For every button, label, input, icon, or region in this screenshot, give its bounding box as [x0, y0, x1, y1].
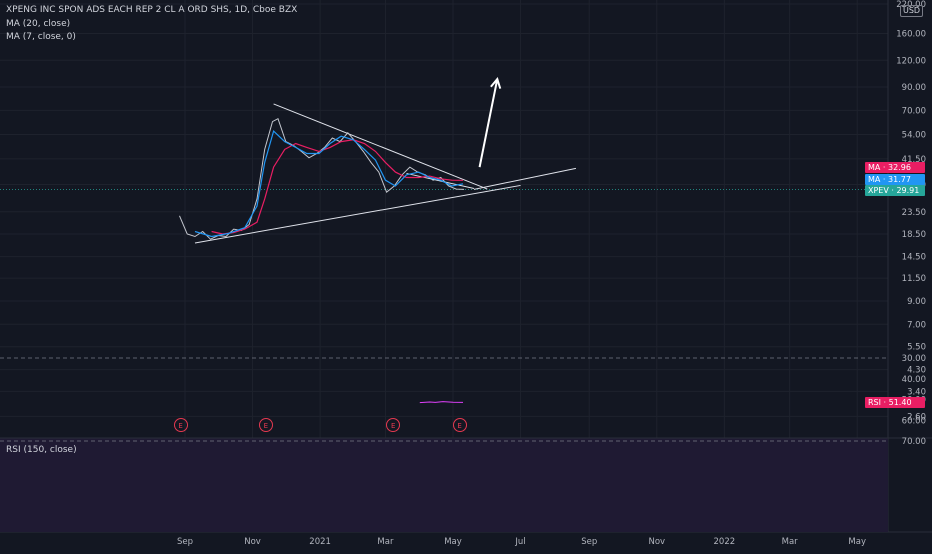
x-tick-label: Mar [377, 537, 394, 547]
y-tick-label: 160.00 [896, 30, 926, 40]
rsi-value-tag: RSI · 51.40 [865, 397, 925, 409]
y-tick-label: 90.00 [902, 83, 926, 93]
trendline[interactable] [273, 103, 488, 190]
earnings-marker[interactable]: E [452, 418, 467, 432]
y-tick-label: 9.00 [907, 297, 926, 307]
rsi-tick-label: 70.00 [902, 437, 926, 447]
x-tick-label: May [848, 537, 866, 547]
rsi-background [0, 438, 888, 532]
chart-title: XPENG INC SPON ADS EACH REP 2 CL A ORD S… [6, 5, 298, 15]
rsi-tick-label: 60.00 [902, 416, 926, 426]
arrow-head[interactable] [490, 77, 502, 89]
ma20-line [211, 139, 464, 235]
y-tick-label: 18.50 [902, 230, 926, 240]
rsi-tick-label: 40.00 [902, 375, 926, 385]
arrow-line[interactable] [478, 78, 499, 168]
y-tick-label: 54.00 [902, 130, 926, 140]
x-tick-label: Mar [782, 537, 799, 547]
rsi-tick-label: 30.00 [902, 354, 926, 364]
trendline[interactable] [406, 172, 475, 189]
y-tick-label: 14.50 [902, 253, 926, 263]
earnings-marker[interactable]: E [258, 418, 273, 432]
ma7-value-tag: MA · 31.77 [865, 174, 925, 185]
earnings-marker[interactable]: E [173, 418, 188, 432]
ma20-value-tag: MA · 32.96 [865, 162, 925, 173]
y-tick-label: 23.50 [902, 208, 926, 218]
currency-badge[interactable]: USD [900, 5, 924, 17]
ma7-legend[interactable]: MA (7, close, 0) [6, 32, 76, 42]
earnings-marker[interactable]: E [386, 418, 401, 432]
x-tick-label: 2021 [309, 537, 331, 547]
x-tick-label: May [444, 537, 462, 547]
y-tick-label: 220.00 [896, 0, 926, 10]
x-tick-label: Sep [581, 537, 597, 547]
price-line [179, 117, 465, 240]
x-tick-label: Nov [244, 537, 261, 547]
ma7-line [194, 129, 464, 238]
rsi-legend[interactable]: RSI (150, close) [6, 445, 77, 455]
trendline[interactable] [473, 167, 577, 190]
y-tick-label: 120.00 [896, 56, 926, 66]
series-layer [179, 117, 465, 240]
drawings[interactable] [194, 77, 577, 244]
x-tick-label: 2022 [714, 537, 736, 547]
y-tick-label: 41.50 [902, 155, 926, 165]
last-price-tag: XPEV · 29.91 [865, 185, 925, 196]
rsi-line [419, 401, 464, 404]
y-tick-label: 2.60 [907, 412, 926, 422]
y-tick-label: 5.50 [907, 343, 926, 353]
x-tick-label: Sep [177, 537, 193, 547]
x-tick-label: Jul [514, 537, 525, 547]
y-tick-label: 11.50 [902, 274, 926, 284]
ma20-legend[interactable]: MA (20, close) [6, 19, 71, 29]
y-tick-label: 70.00 [902, 106, 926, 116]
x-tick-label: Nov [648, 537, 665, 547]
y-tick-label: 4.30 [907, 366, 926, 376]
trendline[interactable] [194, 184, 521, 244]
y-tick-label: 3.40 [907, 387, 926, 397]
y-tick-label: 7.00 [907, 320, 926, 330]
